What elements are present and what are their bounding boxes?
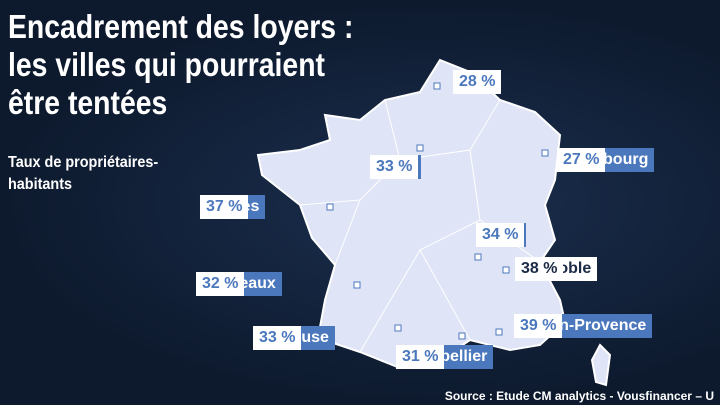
city-dot — [326, 203, 334, 211]
subtitle-line: Taux de propriétaires- — [8, 154, 159, 171]
city-dot — [353, 281, 361, 289]
city-dot — [474, 253, 482, 261]
subtitle-line: habitants — [8, 176, 73, 193]
city-dot — [502, 266, 510, 274]
source: Source : Etude CM analytics - Vousfinanc… — [444, 389, 714, 403]
city-value: 32 % — [196, 272, 245, 296]
city-dot — [541, 149, 549, 157]
city-dot — [416, 144, 424, 152]
city-value: 37 % — [200, 195, 249, 219]
city-dot — [433, 82, 441, 90]
title-line: les villes qui pourraient — [8, 46, 326, 83]
city-value: 33 % — [253, 326, 302, 350]
city-dot — [458, 332, 466, 340]
city-value: 38 % — [515, 257, 564, 281]
city-value: 33 % — [370, 155, 419, 179]
title-line: Encadrement des loyers : — [8, 8, 354, 45]
city-value: 28 % — [453, 70, 502, 94]
city-dot — [495, 328, 503, 336]
region-borders — [299, 99, 541, 353]
city-value: 34 % — [476, 223, 525, 247]
city-dot — [394, 324, 402, 332]
city-value: 31 % — [396, 345, 445, 369]
corsica — [590, 343, 612, 387]
title-line: être tentées — [8, 84, 168, 121]
city-value: 39 % — [514, 314, 563, 338]
city-value: 27 % — [557, 148, 606, 172]
